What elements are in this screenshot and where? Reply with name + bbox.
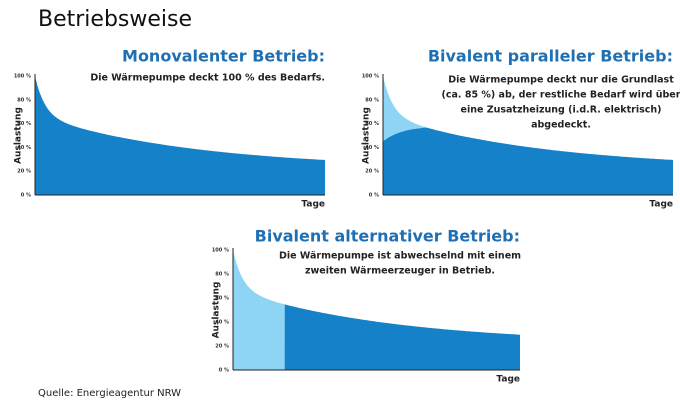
area-heat-pump: [284, 304, 520, 370]
x-axis-label: Tage: [496, 375, 520, 385]
area-heat-pump: [35, 76, 325, 195]
panel-title: Bivalent alternativer Betrieb:: [255, 227, 520, 246]
area-second-generator: [233, 250, 285, 370]
y-tick-label: 60 %: [215, 296, 229, 302]
source: Quelle: Energieagentur NRW: [38, 388, 181, 399]
panel: 100 % 80 % 60 % 40 % 20 % 0 % Auslastung Tage Bi…: [362, 47, 680, 210]
panel-description: zweiten Wärmeerzeuger in Betrieb.: [305, 266, 495, 277]
panel: 100 % 80 % 60 % 40 % 20 % 0 % Auslastung Tage Mo…: [14, 47, 325, 210]
y-tick-label: 20 %: [17, 169, 31, 175]
y-tick-label: 0 %: [219, 368, 229, 374]
y-tick-label: 100 %: [362, 74, 379, 80]
y-tick-label: 40 %: [365, 145, 379, 151]
y-axis-label: Auslastung: [362, 107, 372, 164]
y-tick-label: 20 %: [215, 344, 229, 350]
panel-title: Bivalent paralleler Betrieb:: [428, 47, 673, 66]
y-tick-label: 0 %: [21, 193, 31, 199]
y-tick-label: 80 %: [365, 97, 379, 103]
panel-description: Die Wärmepumpe deckt 100 % des Bedarfs.: [90, 73, 325, 84]
panel-description: Die Wärmepumpe ist abwechselnd mit einem: [279, 251, 521, 262]
y-tick-label: 100 %: [212, 248, 229, 254]
y-tick-label: 100 %: [14, 74, 31, 80]
page-title: Betriebsweise: [38, 7, 192, 32]
panel-description: abgedeckt.: [531, 120, 591, 131]
panel-description: eine Zusatzheizung (i.d.R. elektrisch): [461, 105, 662, 116]
x-axis-label: Tage: [301, 200, 325, 210]
y-tick-label: 60 %: [17, 121, 31, 127]
y-axis-label: Auslastung: [212, 282, 222, 339]
y-tick-label: 60 %: [365, 121, 379, 127]
panel-description: Die Wärmepumpe deckt nur die Grundlast: [448, 75, 674, 86]
y-axis-label: Auslastung: [14, 107, 24, 164]
panel-description: (ca. 85 %) ab, der restliche Bedarf wird…: [442, 90, 680, 101]
area-heat-pump: [383, 127, 673, 195]
x-axis-label: Tage: [649, 200, 673, 210]
y-tick-label: 80 %: [17, 97, 31, 103]
panel: 100 % 80 % 60 % 40 % 20 % 0 % Auslastung Tage Bi…: [212, 227, 522, 385]
panel-title: Monovalenter Betrieb:: [122, 47, 325, 66]
y-tick-label: 0 %: [369, 193, 379, 199]
y-tick-label: 40 %: [215, 320, 229, 326]
y-tick-label: 20 %: [365, 169, 379, 175]
y-tick-label: 80 %: [215, 272, 229, 278]
y-tick-label: 40 %: [17, 145, 31, 151]
